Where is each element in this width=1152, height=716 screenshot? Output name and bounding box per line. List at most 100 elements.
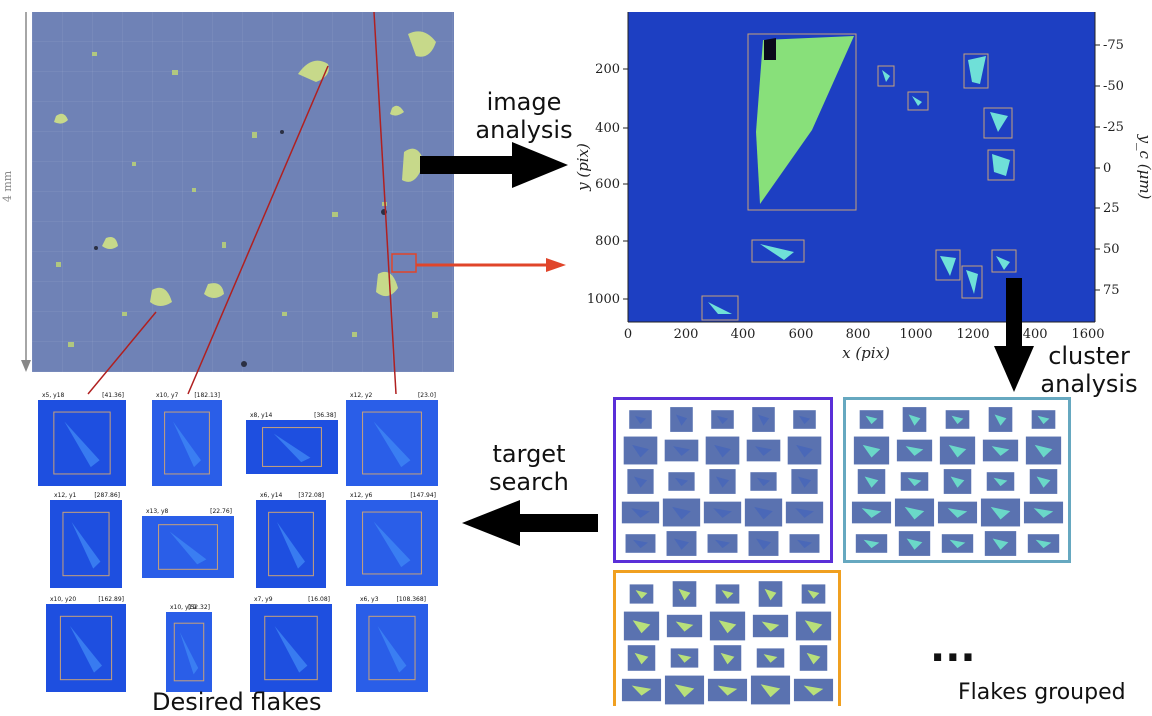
y2-tick: 50 bbox=[1103, 242, 1120, 257]
cluster-flake bbox=[720, 652, 735, 665]
cluster-flake bbox=[633, 539, 648, 549]
cluster-flake bbox=[673, 446, 690, 456]
flake-thumbnail: x6, y14 [372.08] bbox=[256, 492, 326, 588]
flake-id: [52.32] bbox=[188, 604, 210, 611]
flake-title: x6, y14 bbox=[260, 492, 283, 499]
flake-thumbnail: x12, y2 [23.0] bbox=[346, 392, 438, 486]
cluster-flake bbox=[631, 685, 652, 696]
y2-tick: -75 bbox=[1103, 38, 1124, 53]
y2-tick: -25 bbox=[1103, 120, 1124, 135]
flake-thumbnail: x13, y8 [22.76] bbox=[142, 508, 234, 578]
cluster-flake bbox=[717, 685, 738, 696]
cluster-flake bbox=[757, 414, 770, 426]
y2-tick: 75 bbox=[1103, 283, 1120, 298]
cluster-flake bbox=[950, 476, 965, 488]
y-tick: 400 bbox=[595, 121, 620, 136]
flake-id: [372.08] bbox=[298, 492, 324, 499]
x-tick: 1600 bbox=[1071, 327, 1104, 342]
cluster-flake bbox=[755, 446, 772, 456]
cluster-flake bbox=[863, 539, 880, 549]
cluster-flake bbox=[632, 444, 649, 458]
flake-title: x12, y2 bbox=[350, 392, 373, 399]
flake-thumbnail: x10, y19[52.32] bbox=[166, 604, 212, 692]
flake-id: [162.89] bbox=[98, 596, 124, 603]
cluster-flake bbox=[908, 414, 921, 426]
cluster-flake bbox=[990, 506, 1011, 520]
cluster-flake bbox=[991, 446, 1010, 456]
flake-thumbnail: x10, y20 [162.89] bbox=[46, 596, 126, 692]
flake-thumbnail: x12, y6 [147.94] bbox=[346, 492, 438, 586]
flake-title: x6, y3 bbox=[360, 596, 379, 603]
cluster-flake bbox=[1037, 415, 1050, 425]
cluster-flake bbox=[677, 654, 692, 663]
cluster-flake bbox=[718, 620, 737, 634]
flake-title: x7, y9 bbox=[254, 596, 273, 603]
cluster-flake bbox=[951, 415, 964, 425]
cluster-flake bbox=[906, 538, 923, 550]
cluster-flake bbox=[763, 654, 778, 663]
cluster-flake bbox=[803, 685, 824, 696]
cluster-flake bbox=[634, 652, 649, 665]
cluster-flake bbox=[632, 620, 651, 634]
flake-id: [182.13] bbox=[194, 392, 220, 399]
flake-id: [22.76] bbox=[210, 508, 232, 515]
ellipsis: ... bbox=[930, 625, 976, 671]
cluster-flake bbox=[633, 476, 648, 488]
flake-thumbnail: x8, y14 [36.38] bbox=[246, 412, 338, 474]
cluster-flake bbox=[905, 446, 924, 456]
cluster-analysis-label: cluster analysis bbox=[1040, 342, 1138, 398]
flake-title: x10, y20 bbox=[50, 596, 76, 603]
flake-id: [108.368] bbox=[397, 596, 427, 603]
cluster-flake bbox=[806, 652, 821, 665]
cluster-flake bbox=[804, 620, 823, 634]
analysis-image bbox=[628, 12, 1095, 322]
y2-tick: -50 bbox=[1103, 79, 1124, 94]
cluster-flake bbox=[764, 588, 777, 601]
cluster-flake bbox=[715, 476, 730, 488]
cluster-flake bbox=[756, 538, 771, 550]
cluster-flake bbox=[714, 444, 731, 458]
flake-thumbnail: x6, y3 [108.368] bbox=[356, 596, 428, 692]
flake-id: [36.38] bbox=[314, 412, 336, 419]
cluster-flake bbox=[756, 477, 771, 487]
target-search-label: target search bbox=[489, 440, 569, 496]
cluster-flake bbox=[994, 414, 1007, 426]
cluster-flake bbox=[1036, 476, 1051, 488]
flake-title: x10, y19 bbox=[170, 604, 196, 611]
flake-title: x5, y18 bbox=[42, 392, 65, 399]
y2-axis-label: y_c (μm) bbox=[1136, 134, 1152, 200]
cluster-flake bbox=[947, 508, 968, 518]
cluster-flake bbox=[797, 539, 812, 549]
flake-thumbnail: x7, y9 [16.08] bbox=[250, 596, 332, 692]
flake-id: [147.94] bbox=[410, 492, 436, 499]
flake-title: x10, y7 bbox=[156, 392, 179, 399]
y-tick: 200 bbox=[595, 62, 620, 77]
cluster-flake bbox=[715, 539, 730, 549]
cluster-flake bbox=[721, 590, 734, 599]
cluster-flake bbox=[796, 444, 813, 458]
cluster-flake bbox=[904, 506, 925, 520]
cluster-flake bbox=[1035, 539, 1052, 549]
cluster-flake bbox=[674, 684, 695, 698]
analysis-axes: 200 400 600 800 1000 -75 -50 -25 0 25 50… bbox=[574, 12, 1152, 362]
flake-thumbnail: x10, y7 [182.13] bbox=[152, 392, 222, 486]
y-tick: 600 bbox=[595, 177, 620, 192]
x-tick: 600 bbox=[789, 327, 814, 342]
cluster-flake bbox=[761, 621, 780, 632]
flake-title: x12, y6 bbox=[350, 492, 373, 499]
cluster-flake bbox=[795, 508, 814, 518]
cluster-flake bbox=[754, 506, 773, 520]
cluster-flake bbox=[949, 539, 966, 549]
x-tick: 400 bbox=[731, 327, 756, 342]
cluster-flake bbox=[713, 508, 732, 518]
y-tick: 800 bbox=[595, 234, 620, 249]
scale-bar bbox=[21, 12, 31, 372]
cluster-flake bbox=[674, 477, 689, 487]
flake-thumbnail: x12, y1 [287.86] bbox=[50, 492, 122, 588]
flake-title: x13, y8 bbox=[146, 508, 169, 515]
y2-tick: 25 bbox=[1103, 201, 1120, 216]
cluster-flake bbox=[634, 415, 647, 425]
